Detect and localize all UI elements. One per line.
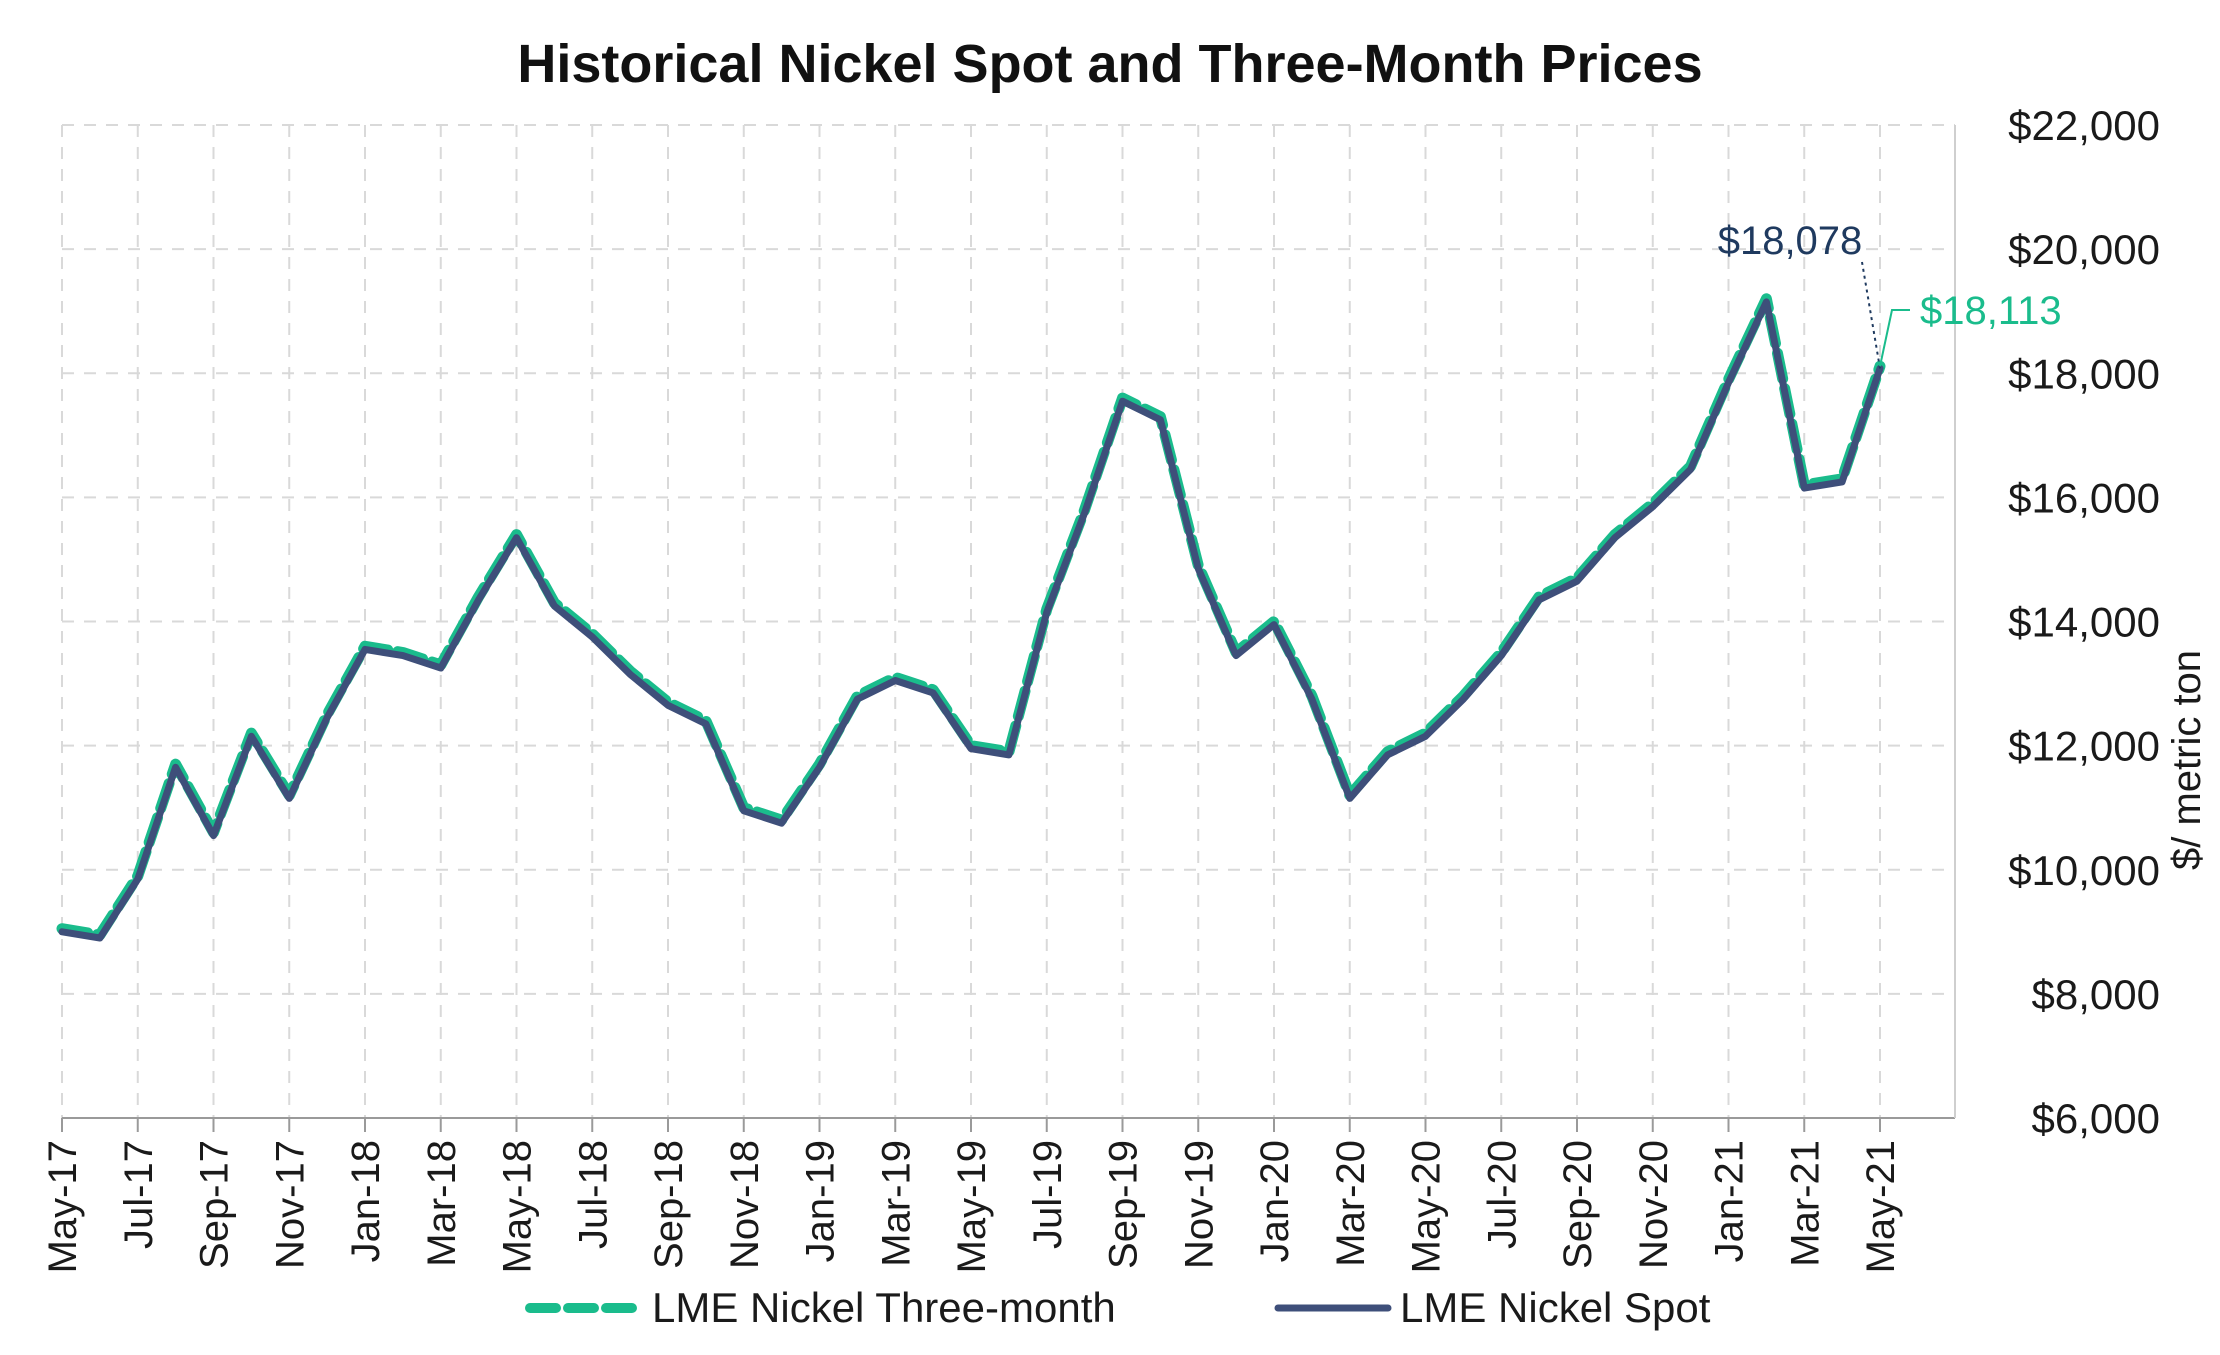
x-tick-label: Sep-18 — [647, 1140, 691, 1269]
y-tick-label: $6,000 — [2032, 1095, 2160, 1142]
y-tick-label: $22,000 — [2008, 102, 2160, 149]
legend-label-three-month: LME Nickel Three-month — [652, 1284, 1116, 1331]
x-tick-label: Nov-20 — [1632, 1140, 1676, 1269]
y-axis-label: $/ metric ton — [2165, 650, 2209, 870]
x-tick-label: Mar-19 — [874, 1140, 918, 1267]
x-tick-label: Sep-19 — [1102, 1140, 1146, 1269]
x-axis-ticks: May-17 Jul-17 Sep-17 Nov-17 Jan-18 Mar-18 May-… — [41, 1140, 1903, 1273]
legend-label-spot: LME Nickel Spot — [1400, 1284, 1711, 1331]
x-tick-label: May-17 — [41, 1140, 85, 1273]
x-tick-label: Jul-19 — [1026, 1140, 1070, 1249]
x-tick-label: May-19 — [950, 1140, 994, 1273]
annotation-leader — [1880, 310, 1910, 366]
y-tick-label: $12,000 — [2008, 723, 2160, 770]
x-tick-label: Sep-20 — [1556, 1140, 1600, 1269]
y-axis-ticks: $6,000 $8,000 $10,000 $12,000 $14,000 $16,000… — [2008, 102, 2160, 1142]
x-tick-label: Mar-18 — [420, 1140, 464, 1267]
x-tick-label: Jan-18 — [344, 1140, 388, 1262]
x-tick-label: Jan-19 — [799, 1140, 843, 1262]
x-tick-label: Nov-18 — [723, 1140, 767, 1269]
x-tick-label: May-18 — [496, 1140, 540, 1273]
y-tick-label: $16,000 — [2008, 474, 2160, 521]
x-tick-label: May-21 — [1859, 1140, 1903, 1273]
x-tick-label: Jan-21 — [1708, 1140, 1752, 1262]
x-tick-label: Jul-20 — [1480, 1140, 1524, 1249]
y-tick-label: $20,000 — [2008, 226, 2160, 273]
x-tick-label: Nov-17 — [268, 1140, 312, 1269]
gridlines — [62, 125, 1955, 1132]
x-tick-label: Jul-17 — [117, 1140, 161, 1249]
x-tick-label: Sep-17 — [193, 1140, 237, 1269]
y-tick-label: $14,000 — [2008, 599, 2160, 646]
annotation-leader — [1862, 262, 1880, 368]
chart-title: Historical Nickel Spot and Three-Month P… — [517, 34, 1702, 94]
x-tick-label: Nov-19 — [1177, 1140, 1221, 1269]
x-tick-label: Mar-21 — [1783, 1140, 1827, 1267]
annotation-label-spot: $18,078 — [1718, 219, 1863, 263]
x-tick-label: Jul-18 — [571, 1140, 615, 1249]
annotation-label-three-month: $18,113 — [1920, 289, 2062, 333]
y-tick-label: $18,000 — [2008, 350, 2160, 397]
x-tick-label: Mar-20 — [1329, 1140, 1373, 1267]
legend: LME Nickel Three-month LME Nickel Spot — [530, 1284, 1711, 1331]
y-tick-label: $10,000 — [2008, 847, 2160, 894]
y-tick-label: $8,000 — [2032, 971, 2160, 1018]
x-tick-label: Jan-20 — [1253, 1140, 1297, 1262]
x-tick-label: May-20 — [1405, 1140, 1449, 1273]
